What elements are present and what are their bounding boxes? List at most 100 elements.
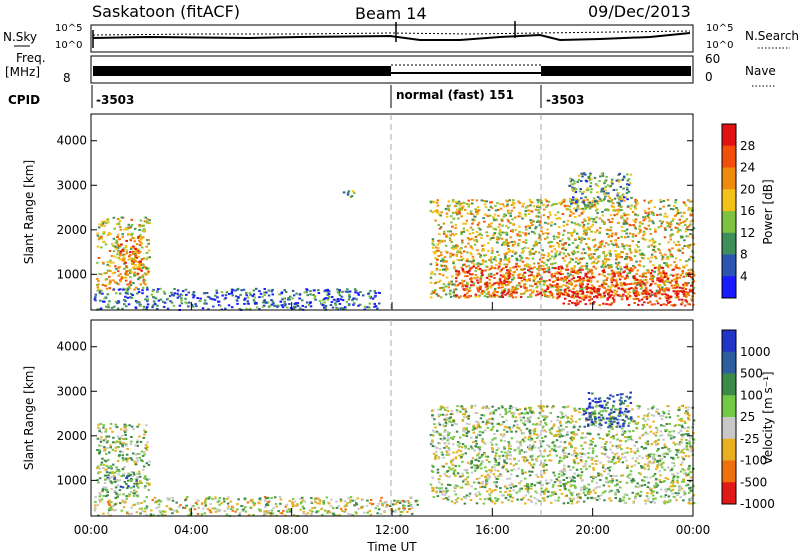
power-cell xyxy=(100,224,104,227)
power-cell xyxy=(469,238,473,241)
velocity-cell xyxy=(246,501,250,504)
velocity-cell xyxy=(265,502,269,505)
power-cell xyxy=(438,213,441,216)
power-cell xyxy=(442,258,445,261)
power-cell xyxy=(454,204,458,207)
power-cell xyxy=(113,271,116,274)
power-cell xyxy=(639,284,642,287)
velocity-cell xyxy=(188,510,192,513)
noise-scale-hi-right: 10^5 xyxy=(706,23,733,34)
velocity-cell xyxy=(543,450,546,453)
power-cell xyxy=(471,273,474,276)
power-cell xyxy=(599,244,602,247)
power-cell xyxy=(490,284,493,287)
power-cell xyxy=(545,205,548,208)
power-cell xyxy=(487,249,490,252)
power-cell xyxy=(529,249,532,252)
velocity-cell xyxy=(659,464,663,466)
power-cell xyxy=(652,222,655,225)
velocity-heatmap-cells xyxy=(93,391,696,517)
power-cell xyxy=(460,255,463,258)
velocity-cell xyxy=(631,408,634,411)
velocity-cell xyxy=(139,480,142,483)
power-cell xyxy=(690,284,693,287)
velocity-cell xyxy=(584,460,588,463)
power-cell xyxy=(679,235,683,238)
power-cell xyxy=(109,269,112,272)
power-cell xyxy=(146,268,150,271)
power-cell xyxy=(457,200,461,203)
power-cell xyxy=(545,280,548,282)
power-cell xyxy=(539,220,542,223)
velocity-cell xyxy=(139,512,142,515)
power-cell xyxy=(591,204,594,207)
velocity-cell xyxy=(653,486,656,489)
power-cell xyxy=(692,273,696,276)
power-cell xyxy=(492,217,495,220)
power-cell xyxy=(476,288,480,291)
power-cell xyxy=(492,216,495,219)
velocity-cell xyxy=(115,492,118,495)
power-cell xyxy=(626,198,629,201)
power-cell xyxy=(593,295,596,298)
power-cell xyxy=(288,298,291,301)
velocity-cell xyxy=(118,437,121,440)
power-cell xyxy=(501,231,504,234)
power-cell xyxy=(498,231,502,233)
power-cell xyxy=(563,229,566,232)
power-cell xyxy=(588,299,591,302)
power-cell xyxy=(548,257,552,260)
velocity-cell xyxy=(301,505,305,508)
velocity-cell xyxy=(157,506,161,509)
power-cell xyxy=(515,251,518,254)
power-cell xyxy=(126,273,129,276)
power-cell xyxy=(263,291,266,294)
velocity-cell xyxy=(576,453,579,456)
power-cell xyxy=(128,233,131,235)
power-cell xyxy=(610,235,614,238)
power-cell xyxy=(129,239,133,242)
power-cell xyxy=(442,260,445,263)
velocity-cell xyxy=(135,460,138,463)
power-cell xyxy=(679,274,683,277)
power-cell xyxy=(506,203,509,206)
power-cell xyxy=(495,218,498,221)
velocity-cell xyxy=(605,441,608,443)
velocity-cell xyxy=(98,467,102,470)
power-cell xyxy=(344,306,347,309)
power-cell xyxy=(291,297,294,300)
power-cell xyxy=(605,228,609,231)
power-cell xyxy=(681,247,685,250)
power-cell xyxy=(135,243,139,246)
power-cell xyxy=(682,289,685,292)
power-cell xyxy=(581,280,584,283)
power-cell xyxy=(309,293,312,296)
power-cell xyxy=(508,199,511,202)
velocity-cell xyxy=(159,511,162,514)
velocity-cell xyxy=(434,426,437,429)
power-cell xyxy=(244,297,247,300)
power-cell xyxy=(483,290,486,293)
velocity-cell xyxy=(464,447,467,450)
velocity-cell xyxy=(625,459,628,462)
power-cell xyxy=(317,292,321,294)
power-cell xyxy=(581,290,585,293)
power-cell xyxy=(181,290,185,293)
power-cell xyxy=(535,215,538,218)
power-cell xyxy=(538,265,541,267)
velocity-cell xyxy=(322,501,325,504)
velocity-cell xyxy=(128,513,131,516)
power-cell xyxy=(334,304,338,307)
power-cell xyxy=(591,239,595,242)
power-cell xyxy=(274,304,277,307)
power-cell xyxy=(653,303,656,306)
velocity-cell xyxy=(563,454,566,457)
power-cell xyxy=(573,222,576,225)
power-cell xyxy=(508,293,512,296)
power-cell xyxy=(483,199,486,202)
power-cell xyxy=(550,292,554,295)
power-cell xyxy=(588,217,591,220)
power-cell xyxy=(483,220,486,223)
power-cell xyxy=(586,227,590,230)
power-cell xyxy=(555,203,558,205)
